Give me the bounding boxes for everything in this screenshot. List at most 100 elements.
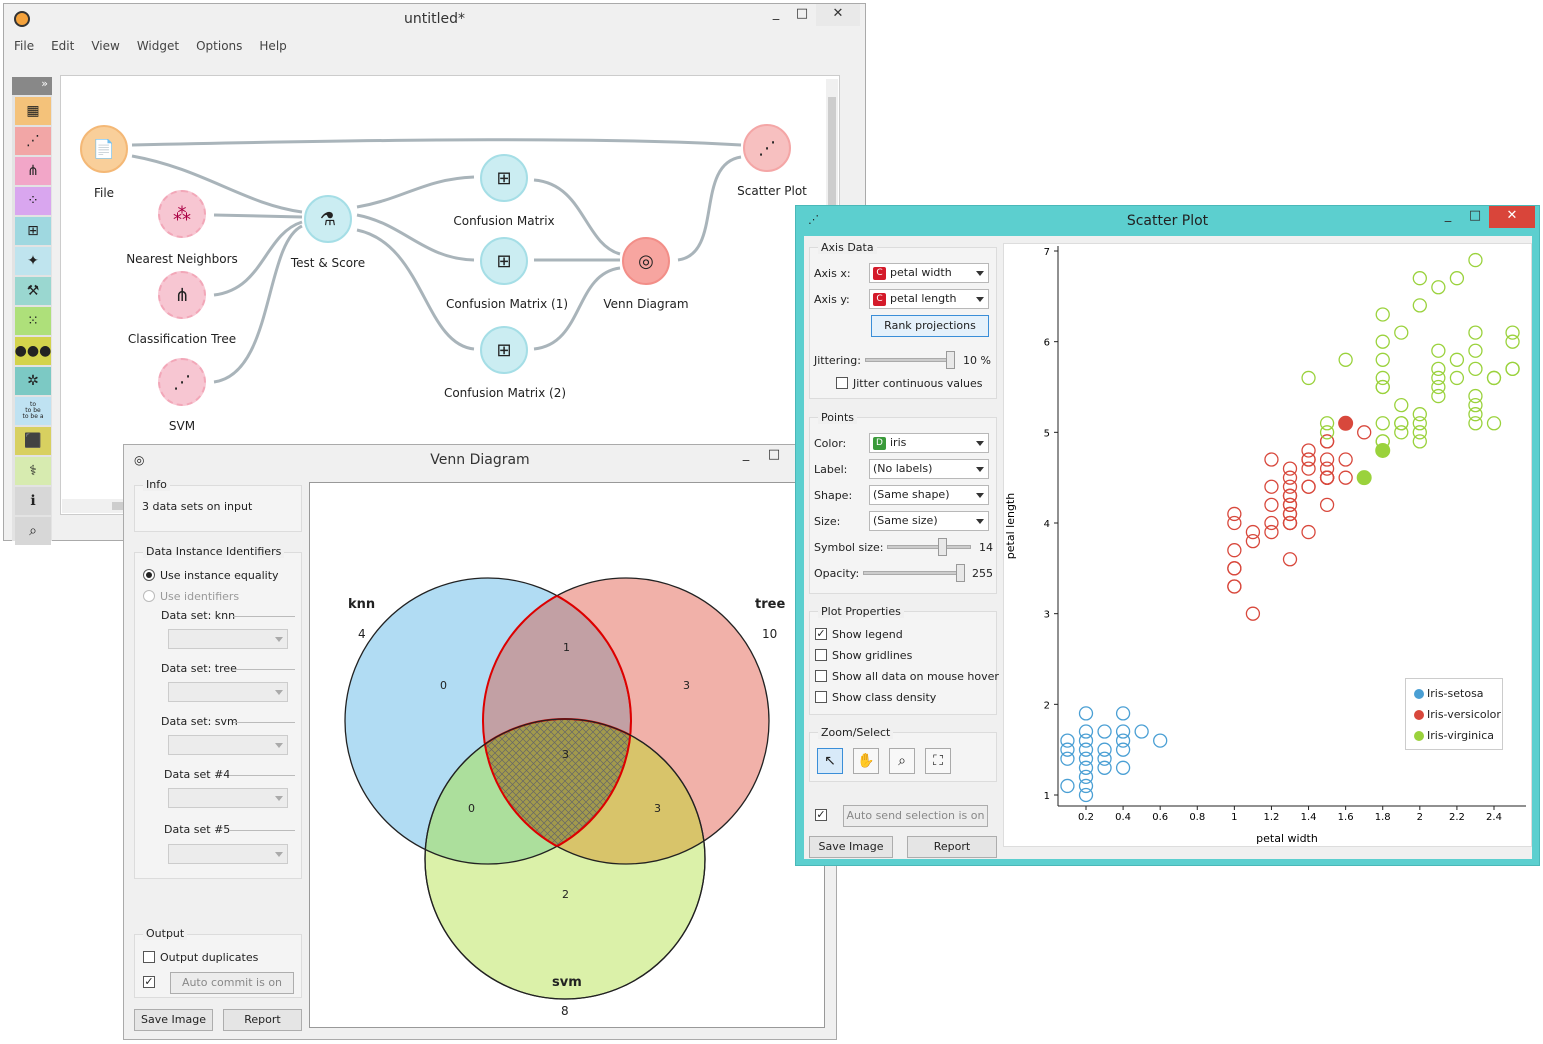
point-iris-versicolor bbox=[1264, 452, 1279, 467]
points-title: Points bbox=[818, 411, 858, 424]
zoom-magnifier-icon[interactable]: ⌕ bbox=[889, 748, 915, 774]
search-tool-icon[interactable]: ⌕ bbox=[15, 517, 51, 545]
scatter-plot-node[interactable]: ⋰ bbox=[743, 124, 791, 172]
menu-file[interactable]: File bbox=[14, 39, 35, 53]
show-legend-label: Show legend bbox=[832, 628, 903, 641]
app-logo-icon bbox=[14, 11, 30, 27]
tree-node[interactable]: ⋔ bbox=[158, 271, 206, 319]
opacity-slider[interactable] bbox=[863, 564, 965, 582]
venn-save-image-button[interactable]: Save Image bbox=[134, 1009, 213, 1031]
confusion-matrix-2-node[interactable]: ⊞ bbox=[480, 326, 528, 374]
point-iris-virginica bbox=[1505, 361, 1520, 377]
point-iris-versicolor bbox=[1319, 452, 1335, 467]
jitter-continuous-label: Jitter continuous values bbox=[853, 377, 983, 390]
scatter-maximize-button[interactable]: □ bbox=[1468, 208, 1482, 223]
region-all: 3 bbox=[562, 748, 569, 761]
close-button[interactable]: ✕ bbox=[816, 4, 860, 26]
region-svm-only: 2 bbox=[562, 888, 569, 901]
model-tool-icon[interactable]: ⁘ bbox=[15, 187, 51, 215]
minimize-button[interactable]: _ bbox=[772, 6, 780, 21]
shape-combo[interactable]: (Same shape) bbox=[869, 485, 989, 505]
size-combo[interactable]: (Same size) bbox=[869, 511, 989, 531]
y-tick-label: 5 bbox=[1044, 428, 1050, 439]
ds4-combo[interactable] bbox=[168, 788, 288, 808]
menu-options[interactable]: Options bbox=[196, 39, 243, 53]
jitter-continuous-checkbox[interactable] bbox=[836, 377, 848, 389]
use-identifiers-radio[interactable] bbox=[143, 590, 155, 602]
text-tool-icon[interactable]: to to be to be a bbox=[15, 397, 51, 425]
auto-send-checkbox[interactable]: ✓ bbox=[815, 808, 827, 821]
venn-maximize-button[interactable]: □ bbox=[767, 447, 781, 462]
pan-hand-icon[interactable]: ✋ bbox=[853, 748, 879, 774]
maximize-button[interactable]: □ bbox=[795, 6, 809, 21]
bio-tool-icon[interactable]: ⚕ bbox=[15, 457, 51, 485]
jittering-slider[interactable] bbox=[865, 351, 955, 369]
show-class-density-checkbox[interactable] bbox=[815, 691, 827, 703]
scatter-close-button[interactable]: ✕ bbox=[1489, 206, 1535, 228]
x-axis-label: petal width bbox=[1256, 832, 1318, 845]
show-gridlines-checkbox[interactable] bbox=[815, 649, 827, 661]
ds-tree-combo[interactable] bbox=[168, 682, 288, 702]
ds5-combo[interactable] bbox=[168, 844, 288, 864]
scatter-report-button[interactable]: Report bbox=[907, 836, 997, 858]
x-tick-label: 0.8 bbox=[1189, 812, 1205, 823]
point-iris-virginica bbox=[1468, 252, 1483, 268]
auto-send-button[interactable]: Auto send selection is on bbox=[843, 805, 988, 827]
menu-widget[interactable]: Widget bbox=[136, 39, 180, 53]
point-iris-setosa bbox=[1153, 733, 1168, 748]
ds-knn-combo[interactable] bbox=[168, 629, 288, 649]
plot-properties-title: Plot Properties bbox=[818, 605, 904, 618]
auto-commit-button[interactable]: Auto commit is on bbox=[170, 972, 294, 994]
scatter-plot-tool-icon[interactable]: ⋰ bbox=[15, 127, 51, 155]
rank-projections-button[interactable]: Rank projections bbox=[871, 315, 989, 337]
symbol-size-slider[interactable] bbox=[887, 538, 971, 556]
venn-titlebar[interactable]: Venn Diagram bbox=[124, 445, 836, 475]
point-iris-virginica bbox=[1431, 388, 1446, 404]
main-titlebar[interactable]: untitled* bbox=[4, 4, 865, 34]
tree-viewer-tool-icon[interactable]: ⋔ bbox=[15, 157, 51, 185]
scatter-titlebar[interactable]: Scatter Plot bbox=[796, 206, 1539, 236]
use-equality-radio[interactable] bbox=[143, 569, 155, 581]
menu-edit[interactable]: Edit bbox=[51, 39, 75, 53]
axis-data-title: Axis Data bbox=[818, 241, 877, 254]
test-score-node[interactable]: ⚗ bbox=[304, 195, 352, 243]
heatmap-tool-icon[interactable]: ⁙ bbox=[15, 307, 51, 335]
show-legend-checkbox[interactable]: ✓ bbox=[815, 627, 827, 640]
scatter-minimize-button[interactable]: _ bbox=[1444, 208, 1452, 223]
scatter-save-image-button[interactable]: Save Image bbox=[809, 836, 893, 858]
point-iris-versicolor bbox=[1338, 470, 1353, 485]
menu-view[interactable]: View bbox=[91, 39, 120, 53]
venn-minimize-button[interactable]: _ bbox=[742, 447, 750, 462]
point-iris-versicolor bbox=[1282, 515, 1298, 531]
knn-node[interactable]: ⁂ bbox=[158, 190, 206, 238]
reset-zoom-icon[interactable]: ⛶ bbox=[925, 748, 951, 774]
point-iris-versicolor bbox=[1301, 461, 1316, 476]
venn-report-button[interactable]: Report bbox=[223, 1009, 302, 1031]
confusion-matrix-1-node[interactable]: ⊞ bbox=[480, 237, 528, 285]
label-combo[interactable]: (No labels) bbox=[869, 459, 989, 479]
ds-svm-combo[interactable] bbox=[168, 735, 288, 755]
show-all-data-checkbox[interactable] bbox=[815, 670, 827, 682]
confusion-matrix-node[interactable]: ⊞ bbox=[480, 154, 528, 202]
select-pointer-icon[interactable]: ↖ bbox=[817, 748, 843, 774]
y-tick-label: 1 bbox=[1044, 791, 1050, 802]
menu-help[interactable]: Help bbox=[259, 39, 287, 53]
toolbox-expand-button[interactable]: » bbox=[12, 77, 52, 95]
mining-tool-icon[interactable]: ⚒ bbox=[15, 277, 51, 305]
venn-diagram-node[interactable]: ◎ bbox=[622, 237, 670, 285]
network-tool-icon[interactable]: ✲ bbox=[15, 367, 51, 395]
region-knn-svm: 0 bbox=[468, 802, 475, 815]
unsupervised-tool-icon[interactable]: ✦ bbox=[15, 247, 51, 275]
timeseries-tool-icon[interactable]: ●●● bbox=[15, 337, 51, 365]
svm-node[interactable]: ⋰ bbox=[158, 358, 206, 406]
info-tool-icon[interactable]: ℹ bbox=[15, 487, 51, 515]
evaluate-tool-icon[interactable]: ⊞ bbox=[15, 217, 51, 245]
box-tool-icon[interactable]: ⬛ bbox=[15, 427, 51, 455]
output-duplicates-checkbox[interactable] bbox=[143, 951, 155, 963]
auto-commit-checkbox[interactable]: ✓ bbox=[143, 975, 155, 988]
data-table-tool-icon[interactable]: ▦ bbox=[15, 97, 51, 125]
file-node[interactable]: 📄 bbox=[80, 125, 128, 173]
